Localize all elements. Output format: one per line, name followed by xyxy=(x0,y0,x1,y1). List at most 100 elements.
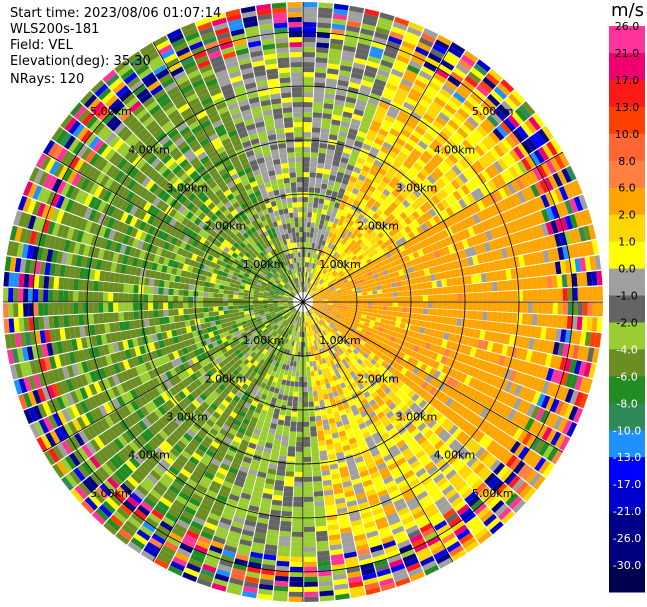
velocity-gate xyxy=(256,356,262,363)
velocity-gate xyxy=(273,307,279,310)
velocity-gate xyxy=(324,499,336,506)
velocity-gate xyxy=(342,444,351,452)
velocity-gate xyxy=(432,287,438,295)
velocity-gate xyxy=(214,379,222,387)
velocity-gate xyxy=(255,391,263,398)
velocity-gate xyxy=(281,363,287,370)
velocity-gate xyxy=(554,154,566,170)
velocity-gate xyxy=(139,481,152,493)
velocity-gate xyxy=(368,539,382,548)
velocity-gate xyxy=(151,377,161,387)
velocity-gate xyxy=(312,295,317,299)
velocity-gate xyxy=(168,484,181,495)
velocity-gate xyxy=(324,163,332,170)
velocity-gate xyxy=(442,302,448,309)
velocity-gate xyxy=(531,391,542,405)
velocity-gate xyxy=(452,309,458,318)
velocity-gate xyxy=(350,327,357,332)
velocity-gate xyxy=(304,536,316,542)
velocity-gate xyxy=(321,384,327,390)
velocity-gate xyxy=(423,89,436,101)
velocity-gate xyxy=(441,209,450,219)
velocity-gate xyxy=(306,237,310,243)
velocity-gate xyxy=(316,316,321,321)
velocity-gate xyxy=(445,254,453,263)
velocity-gate xyxy=(186,345,194,353)
velocity-gate xyxy=(530,265,537,277)
velocity-gate xyxy=(303,366,307,372)
velocity-gate xyxy=(345,264,352,270)
velocity-gate xyxy=(402,73,416,84)
velocity-gate xyxy=(526,313,533,326)
velocity-gate xyxy=(545,159,557,174)
velocity-gate xyxy=(418,494,431,505)
velocity-gate xyxy=(275,475,285,481)
velocity-gate xyxy=(367,308,373,313)
velocity-gate xyxy=(74,388,84,402)
velocity-gate xyxy=(311,451,320,457)
velocity-gate xyxy=(442,185,453,196)
velocity-gate xyxy=(246,319,252,324)
velocity-gate xyxy=(412,375,421,384)
velocity-gate xyxy=(579,377,588,392)
velocity-gate xyxy=(546,429,557,444)
velocity-gate xyxy=(314,77,326,84)
velocity-gate xyxy=(374,457,385,467)
velocity-gate xyxy=(499,366,508,379)
velocity-gate xyxy=(576,242,585,257)
velocity-gate xyxy=(367,345,375,352)
velocity-gate xyxy=(210,374,218,383)
velocity-gate xyxy=(476,199,486,211)
velocity-gate xyxy=(413,418,424,428)
velocity-gate xyxy=(376,379,385,388)
velocity-gate xyxy=(435,401,445,412)
velocity-gate xyxy=(321,240,326,246)
velocity-gate xyxy=(364,484,375,492)
velocity-gate xyxy=(354,140,364,148)
velocity-gate xyxy=(309,416,316,422)
velocity-gate xyxy=(91,422,102,436)
velocity-gate xyxy=(317,315,322,320)
velocity-gate xyxy=(281,331,286,337)
velocity-gate xyxy=(312,305,317,308)
velocity-gate xyxy=(187,442,198,452)
velocity-gate xyxy=(113,363,121,374)
velocity-gate xyxy=(186,384,195,394)
velocity-gate xyxy=(127,358,135,369)
velocity-gate xyxy=(177,454,189,464)
velocity-gate xyxy=(345,284,351,288)
velocity-gate xyxy=(231,323,238,329)
velocity-gate xyxy=(291,536,303,542)
velocity-gate xyxy=(311,285,315,290)
velocity-gate xyxy=(310,314,314,320)
velocity-gate xyxy=(289,586,303,592)
velocity-gate xyxy=(320,128,330,134)
velocity-gate xyxy=(445,206,455,217)
velocity-gate xyxy=(353,242,360,249)
velocity-gate xyxy=(325,328,330,333)
velocity-gate xyxy=(300,346,303,352)
velocity-gate xyxy=(366,369,374,376)
velocity-gate xyxy=(265,539,278,546)
velocity-gate xyxy=(344,391,351,398)
velocity-gate xyxy=(329,284,335,289)
velocity-gate xyxy=(501,344,509,356)
velocity-gate xyxy=(471,523,486,536)
velocity-gate xyxy=(278,373,284,380)
velocity-gate xyxy=(346,366,353,374)
velocity-gate xyxy=(287,395,294,402)
velocity-gate xyxy=(335,247,341,254)
velocity-gate xyxy=(343,546,356,554)
velocity-gate xyxy=(317,435,325,442)
velocity-gate xyxy=(341,55,354,63)
velocity-gate xyxy=(154,504,167,516)
velocity-gate xyxy=(546,141,558,156)
velocity-gate xyxy=(370,255,377,262)
velocity-gate xyxy=(488,131,501,144)
velocity-gate xyxy=(184,406,194,416)
velocity-gate xyxy=(84,385,93,398)
velocity-gate xyxy=(399,45,414,55)
velocity-gate xyxy=(286,316,291,322)
velocity-gate xyxy=(422,150,433,161)
